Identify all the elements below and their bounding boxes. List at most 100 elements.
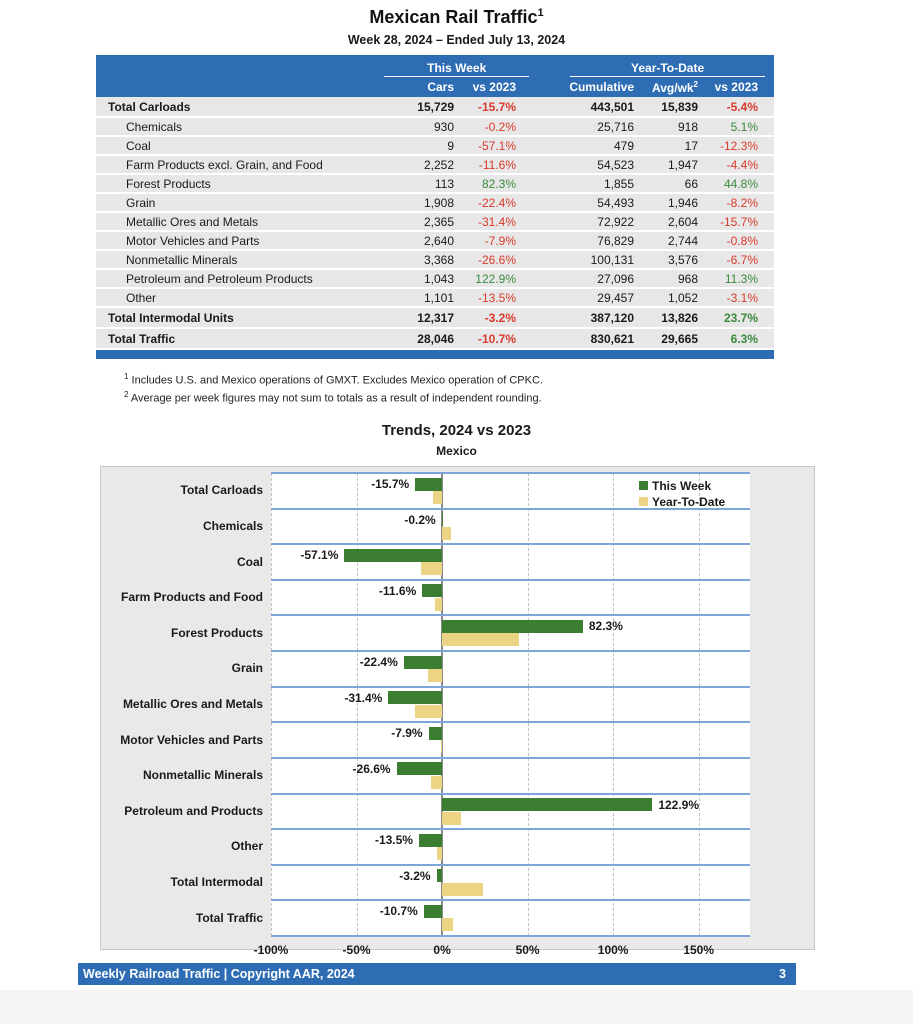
trends-chart: Total Carloads Chemicals Coal Farm Products…	[100, 466, 815, 957]
bar-value-label: -10.7%	[379, 904, 418, 919]
bar-value-label: -7.9%	[391, 726, 423, 741]
bar-year-to-date	[440, 740, 443, 754]
legend-label: This Week	[652, 478, 712, 493]
table-row: Metallic Ores and Metals 2,365 -31.4% 72,92…	[96, 213, 774, 230]
bar-year-to-date	[442, 526, 451, 540]
gridline	[356, 473, 358, 936]
table-bottom-bar	[96, 350, 774, 359]
band-separator	[271, 543, 750, 546]
bar-year-to-date	[432, 491, 443, 504]
table-column-header-row: Cars vs 2023 Cumulative Avg/wk2 vs 2023	[96, 77, 774, 97]
table-row: Nonmetallic Minerals 3,368 -26.6% 100,131 3,…	[96, 251, 774, 268]
footer-text: Weekly Railroad Traffic | Copyright AAR,…	[83, 967, 355, 981]
footnote: 1 Includes U.S. and Mexico operations of…	[124, 372, 543, 387]
gridline	[271, 473, 272, 936]
col-header-cars-vs2023: vs 2023	[472, 80, 516, 94]
bar-this-week	[442, 798, 653, 812]
legend-label: Year-To-Date	[652, 494, 726, 509]
table-row: Motor Vehicles and Parts 2,640 -7.9% 76,829…	[96, 232, 774, 249]
table-row: Other 1,101 -13.5% 29,457 1,052 -3.1%	[96, 289, 774, 306]
table-row: Grain 1,908 -22.4% 54,493 1,946 -8.2%	[96, 194, 774, 211]
page-title: Mexican Rail Traffic1	[0, 7, 913, 28]
bar-this-week	[396, 762, 443, 776]
x-axis: -100% -50% 0% 50% 100% 150%	[254, 943, 750, 959]
band-separator	[271, 828, 750, 831]
bar-value-label: -11.6%	[378, 583, 417, 598]
chart-legend: This Week Year-To-Date	[639, 478, 725, 510]
bar-value-label: -57.1%	[300, 548, 339, 563]
group-header-this-week: This Week	[378, 55, 536, 77]
table-row: Chemicals 930 -0.2% 25,716 918 5.1%	[96, 118, 774, 135]
gridline	[527, 473, 529, 936]
bar-year-to-date	[442, 811, 462, 825]
bar-year-to-date	[421, 562, 443, 576]
band-separator	[271, 685, 750, 688]
footer-page-number: 3	[779, 967, 786, 981]
table-group-header-row: This Week Year-To-Date	[96, 55, 774, 77]
bar-year-to-date	[442, 633, 519, 647]
bar-value-label: -15.7%	[371, 477, 410, 491]
x-tick-label: 150%	[683, 943, 715, 957]
bar-value-label: -31.4%	[344, 690, 383, 705]
chart-title: Trends, 2024 vs 2023	[381, 422, 532, 439]
chart-plot: -15.7% -0.2% -57.1% -11.6% 82.3% -22.4% -31.4%…	[271, 472, 750, 937]
bar-this-week	[428, 726, 443, 740]
band-separator	[271, 756, 750, 759]
x-tick-label: -50%	[342, 943, 371, 957]
footnotes: 1 Includes U.S. and Mexico operations of…	[124, 368, 543, 405]
table-row: Total Traffic 28,046 -10.7% 830,621 29,665 6.…	[96, 329, 774, 348]
bar-year-to-date	[428, 669, 443, 683]
table-row: Forest Products 113 82.3% 1,855 66 44.8%	[96, 175, 774, 192]
category-label: Petroleum and Products	[124, 803, 263, 818]
band-separator	[271, 472, 750, 474]
bar-this-week	[344, 548, 443, 562]
footer-bar: Weekly Railroad Traffic | Copyright AAR,…	[78, 963, 796, 985]
bar-year-to-date	[434, 597, 443, 611]
bar-year-to-date	[442, 918, 453, 932]
rail-traffic-table: This Week Year-To-Date Cars vs 2023 Cumu…	[96, 55, 774, 359]
bottom-strip	[0, 990, 913, 1024]
bar-this-week	[422, 584, 443, 598]
bar-value-label: -0.2%	[404, 512, 436, 527]
category-label: Farm Products and Food	[120, 590, 263, 605]
category-label: Total Intermodal	[170, 875, 263, 890]
table-row: Petroleum and Petroleum Products 1,043 122…	[96, 270, 774, 287]
category-label: Other	[230, 839, 263, 854]
bar-year-to-date	[436, 847, 443, 861]
x-tick-label: 100%	[597, 943, 629, 957]
gridline	[613, 473, 615, 936]
bar-value-label: -3.2%	[399, 868, 431, 883]
band-separator	[271, 507, 750, 510]
bar-year-to-date	[430, 775, 443, 789]
band-separator	[271, 650, 750, 653]
table-row: Total Carloads 15,729 -15.7% 443,501 15,839-…	[96, 97, 774, 116]
table-body: Total Carloads 15,729 -15.7% 443,501 15,839-…	[96, 97, 774, 348]
group-header-year-to-date: Year-To-Date	[561, 55, 774, 77]
col-header-avg-wk: Avg/wk2	[651, 79, 698, 95]
bar-value-label: -22.4%	[359, 655, 398, 670]
x-tick-label: 0%	[433, 943, 451, 957]
band-separator	[271, 614, 750, 617]
bar-value-label: -13.5%	[374, 833, 413, 848]
legend-swatch-year-to-date	[639, 497, 648, 506]
band-separator	[271, 863, 750, 866]
band-separator	[271, 899, 750, 902]
category-label: Nonmetallic Minerals	[142, 768, 263, 783]
bar-this-week	[403, 655, 443, 669]
category-label: Metallic Ores and Metals	[122, 696, 263, 711]
table-row: Coal 9 -57.1% 479 17 -12.3%	[96, 137, 774, 154]
band-separator	[271, 721, 750, 724]
zero-axis	[441, 473, 444, 936]
x-tick-label: -100%	[253, 943, 289, 957]
bar-value-label: 122.9%	[658, 797, 700, 812]
band-separator	[271, 578, 750, 581]
col-header-cars: Cars	[427, 80, 454, 94]
page-title-footnote-ref: 1	[537, 7, 544, 19]
page-title-text: Mexican Rail Traffic	[369, 7, 538, 27]
category-label: Total Carloads	[180, 483, 263, 498]
bar-value-label: -26.6%	[352, 761, 391, 776]
band-separator	[271, 935, 750, 937]
legend-swatch-this-week	[639, 481, 648, 490]
category-label: Total Traffic	[195, 910, 263, 925]
